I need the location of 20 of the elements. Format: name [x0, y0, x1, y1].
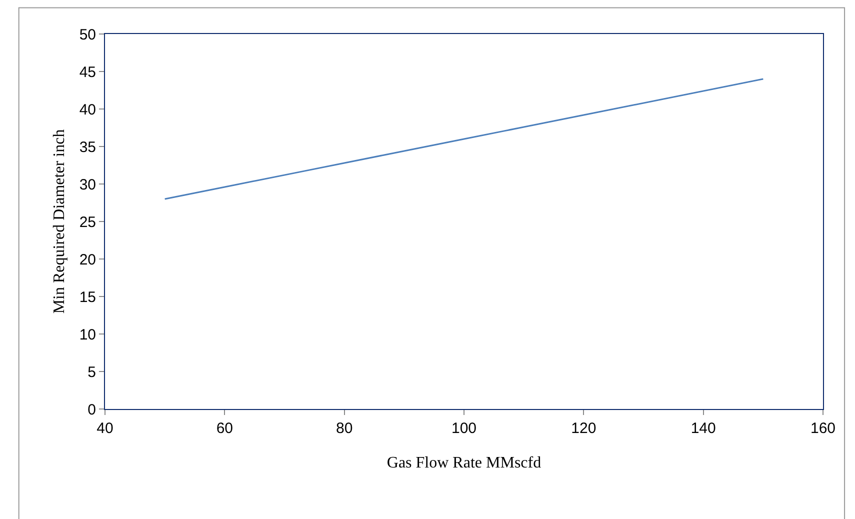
y-tick-label: 20 — [79, 251, 96, 268]
y-tick-label: 50 — [79, 26, 96, 44]
x-tick-label: 160 — [810, 420, 836, 437]
y-tick-label: 5 — [88, 364, 96, 381]
line-series — [164, 78, 764, 200]
y-tick-label: 0 — [88, 401, 96, 418]
y-tick-label: 15 — [79, 288, 96, 306]
y-tick-label: 25 — [79, 214, 96, 231]
y-tick-label: 35 — [79, 138, 96, 156]
y-axis-title: Min Required Diameter inch — [51, 129, 68, 314]
y-tick-label: 45 — [79, 64, 96, 81]
x-tick-label: 60 — [216, 420, 234, 437]
x-tick-label: 140 — [690, 420, 716, 437]
y-tick-label: 10 — [79, 326, 96, 344]
x-tick-label: 120 — [571, 420, 596, 437]
y-tick-label: 30 — [79, 176, 96, 194]
y-tick-label: 40 — [79, 101, 96, 118]
x-tick-label: 100 — [451, 420, 477, 437]
x-tick-label: 80 — [336, 420, 353, 437]
x-axis-title: Gas Flow Rate MMscfd — [386, 454, 542, 472]
